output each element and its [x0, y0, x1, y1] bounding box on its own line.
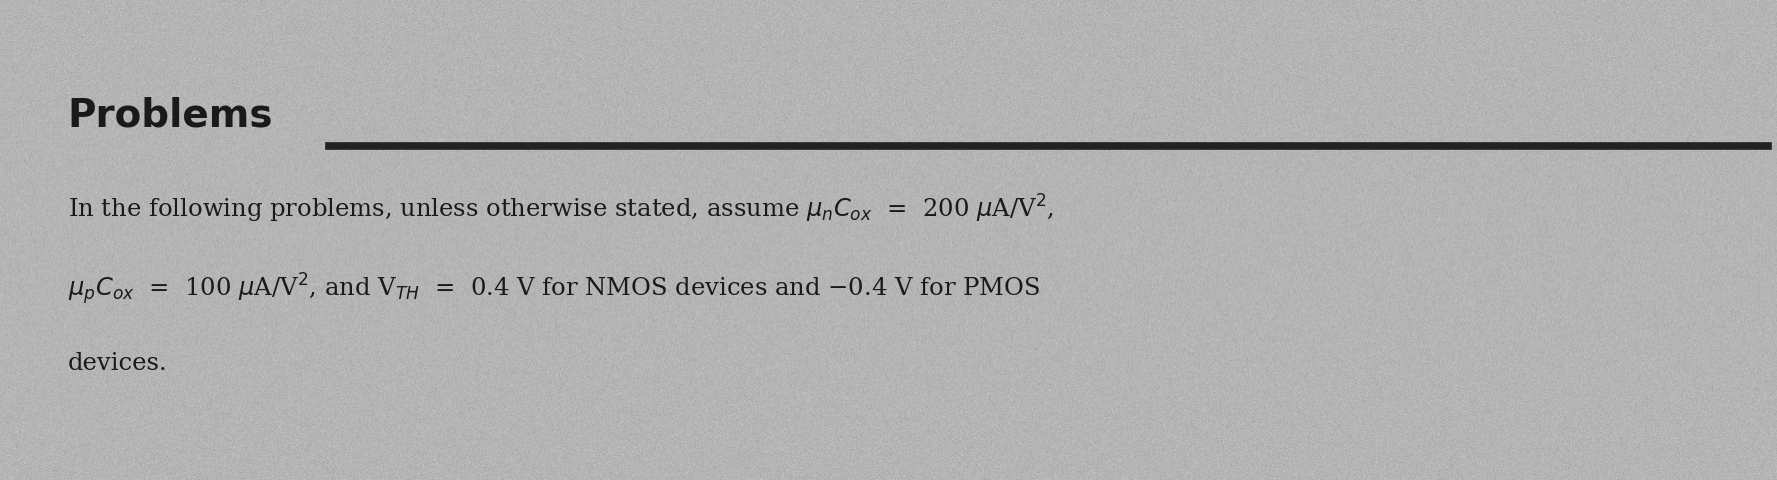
- Text: $\mu_p C_{ox}$  =  100 $\mu$A/V$^2$, and V$_{TH}$  =  0.4 V for NMOS devices and: $\mu_p C_{ox}$ = 100 $\mu$A/V$^2$, and V…: [68, 270, 1040, 306]
- Text: In the following problems, unless otherwise stated, assume $\mu_n C_{ox}$  =  20: In the following problems, unless otherw…: [68, 193, 1054, 225]
- Text: devices.: devices.: [68, 351, 167, 374]
- Text: Problems: Problems: [68, 96, 274, 134]
